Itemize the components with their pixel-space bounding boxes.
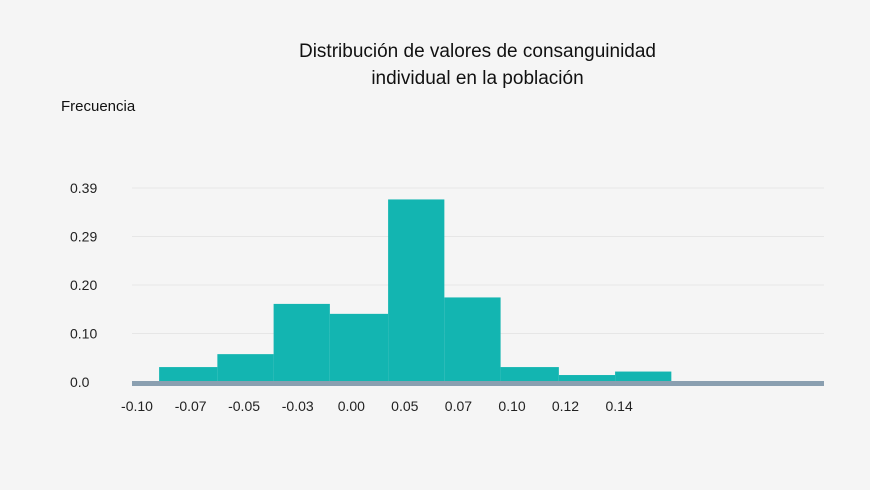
y-tick-label: 0.39 bbox=[70, 180, 97, 196]
x-tick-label: 0.10 bbox=[498, 398, 525, 414]
histogram-bar bbox=[388, 199, 445, 382]
y-tick-label: 0.0 bbox=[70, 374, 90, 390]
y-tick-label: 0.20 bbox=[70, 277, 97, 293]
histogram-bar bbox=[329, 313, 389, 382]
x-tick-label: 0.07 bbox=[445, 398, 472, 414]
chart-title-line1: Distribución de valores de consanguinida… bbox=[298, 41, 656, 62]
y-tick-label: 0.10 bbox=[70, 326, 97, 342]
histogram-bar bbox=[615, 371, 672, 382]
y-tick-label: 0.29 bbox=[70, 229, 97, 245]
x-tick-label: -0.05 bbox=[228, 398, 260, 414]
histogram-bar bbox=[273, 303, 330, 382]
histogram-bar bbox=[217, 354, 274, 382]
chart-title: Distribución de valores de consanguinida… bbox=[0, 38, 870, 92]
histogram-bar bbox=[500, 367, 559, 382]
x-tick-label: -0.07 bbox=[175, 398, 207, 414]
x-tick-label: 0.05 bbox=[391, 398, 418, 414]
chart-title-line2: individual en la población bbox=[371, 68, 584, 89]
y-axis-label: Frecuencia bbox=[61, 98, 136, 115]
histogram-bar bbox=[159, 367, 218, 382]
x-tick-label: -0.03 bbox=[282, 398, 314, 414]
x-tick-label: -0.10 bbox=[121, 398, 153, 414]
x-axis-line bbox=[132, 381, 824, 386]
x-tick-label: 0.14 bbox=[605, 398, 632, 414]
histogram-bar bbox=[558, 375, 616, 382]
x-tick-label: 0.12 bbox=[552, 398, 579, 414]
histogram-bar bbox=[444, 297, 501, 382]
x-tick-label: 0.00 bbox=[338, 398, 365, 414]
